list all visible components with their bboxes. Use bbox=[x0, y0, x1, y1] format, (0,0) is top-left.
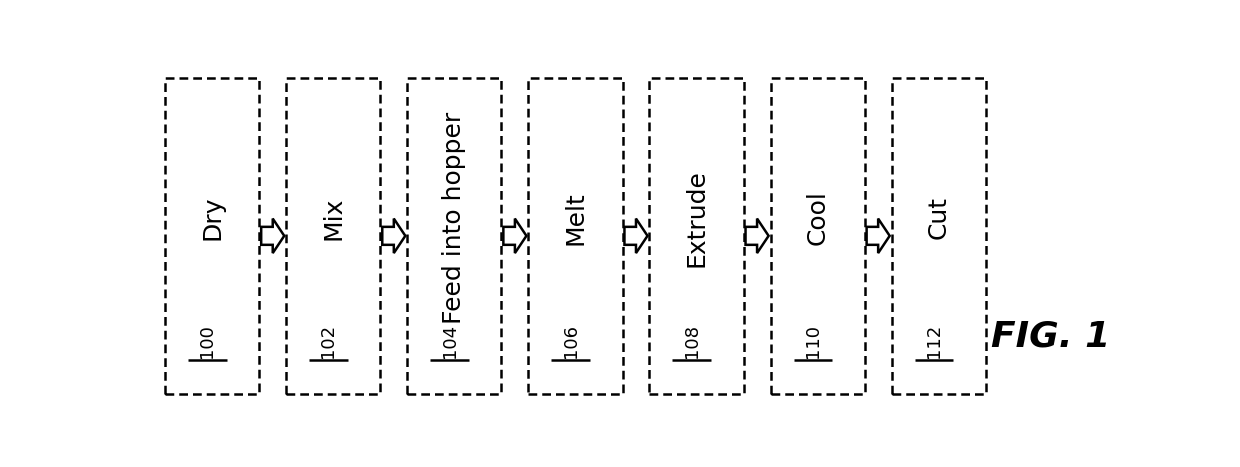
Text: Melt: Melt bbox=[563, 191, 588, 245]
Polygon shape bbox=[262, 219, 284, 253]
Text: Cool: Cool bbox=[806, 191, 830, 245]
Polygon shape bbox=[745, 219, 769, 253]
Bar bbox=[892, 78, 986, 394]
Polygon shape bbox=[867, 219, 889, 253]
Text: Feed into hopper: Feed into hopper bbox=[443, 112, 466, 324]
Bar bbox=[770, 78, 864, 394]
Text: Extrude: Extrude bbox=[684, 169, 708, 267]
Text: Dry: Dry bbox=[200, 196, 224, 240]
Polygon shape bbox=[503, 219, 527, 253]
Text: FIG. 1: FIG. 1 bbox=[991, 319, 1110, 354]
Bar bbox=[650, 78, 744, 394]
Text: 104: 104 bbox=[440, 324, 459, 358]
Polygon shape bbox=[625, 219, 647, 253]
Text: 108: 108 bbox=[683, 324, 701, 358]
Text: 110: 110 bbox=[804, 324, 822, 358]
Text: 112: 112 bbox=[925, 324, 942, 358]
Bar bbox=[286, 78, 381, 394]
Text: Cut: Cut bbox=[926, 196, 951, 240]
Text: 100: 100 bbox=[198, 324, 216, 358]
Text: Mix: Mix bbox=[321, 196, 345, 240]
Bar bbox=[165, 78, 259, 394]
Bar bbox=[528, 78, 622, 394]
Text: 102: 102 bbox=[320, 324, 337, 358]
Text: 106: 106 bbox=[562, 324, 579, 358]
Bar bbox=[407, 78, 501, 394]
Polygon shape bbox=[382, 219, 405, 253]
